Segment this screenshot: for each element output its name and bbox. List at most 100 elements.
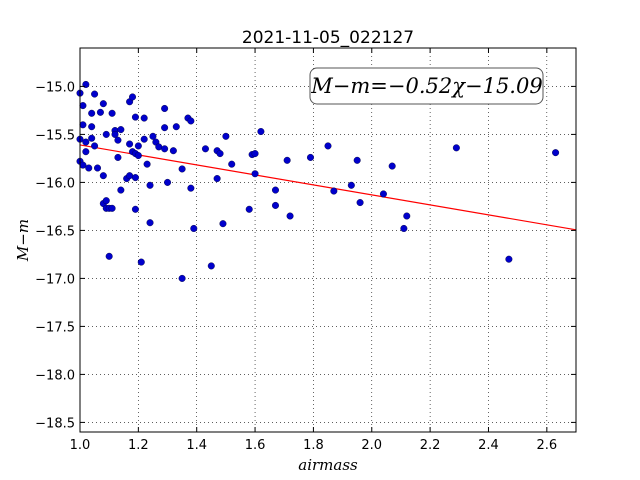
data-point	[99, 100, 107, 108]
x-tick-label: 1.6	[245, 438, 266, 453]
y-tick-label: −17.5	[35, 320, 75, 335]
data-point	[286, 212, 294, 220]
data-point	[126, 140, 134, 148]
data-point	[117, 186, 125, 194]
data-point	[131, 205, 139, 213]
x-tick-label: 2.2	[420, 438, 441, 453]
plot-frame	[79, 47, 577, 433]
data-point	[324, 142, 332, 150]
y-tick-label: −17.0	[35, 272, 75, 287]
data-point	[164, 178, 172, 186]
data-point	[306, 153, 314, 161]
data-point	[347, 181, 355, 189]
data-point	[219, 220, 227, 228]
x-tick-label: 2.4	[478, 438, 499, 453]
data-point	[213, 175, 221, 183]
data-point	[126, 172, 134, 180]
data-point	[505, 255, 513, 263]
data-point	[251, 170, 259, 178]
data-point	[146, 181, 154, 189]
data-point	[283, 156, 291, 164]
data-point	[400, 224, 408, 232]
data-point	[452, 144, 460, 152]
data-point	[155, 143, 163, 151]
data-point	[88, 109, 96, 117]
axis-ticks: 1.0 1.2 1.4 1.6 1.8 2.0 2.2 2.4 2.6 −15.0 −15.5 −16…	[35, 48, 576, 453]
data-point	[271, 201, 279, 209]
data-point	[96, 108, 104, 116]
y-tick-label: −15.0	[35, 80, 75, 95]
data-point	[187, 117, 195, 125]
data-point	[99, 172, 107, 180]
y-tick-label: −16.5	[35, 224, 75, 239]
y-tick-label: −18.5	[35, 416, 75, 431]
data-point	[88, 134, 96, 142]
data-point	[178, 274, 186, 282]
data-point	[94, 164, 102, 172]
data-point	[91, 90, 99, 98]
data-point	[143, 160, 151, 168]
data-point	[131, 174, 139, 182]
fit-line-group	[79, 144, 577, 231]
data-point	[79, 161, 87, 169]
data-point	[330, 187, 338, 195]
x-tick-label: 1.2	[128, 438, 149, 453]
data-point	[403, 212, 411, 220]
data-point	[137, 258, 145, 266]
data-point	[149, 132, 157, 140]
data-point	[222, 132, 230, 140]
y-tick-label: −15.5	[35, 128, 75, 143]
data-point	[201, 145, 209, 153]
data-point	[140, 135, 148, 143]
data-point	[161, 104, 169, 112]
data-point	[79, 102, 87, 110]
data-point	[108, 109, 116, 117]
fit-equation: M−m=−0.52χ−15.09	[310, 74, 542, 98]
data-point	[117, 126, 125, 134]
data-point	[169, 147, 177, 155]
data-point	[356, 199, 364, 207]
data-point	[161, 124, 169, 132]
x-tick-label: 2.6	[536, 438, 557, 453]
data-point	[85, 164, 93, 172]
data-point	[552, 149, 560, 157]
data-point	[178, 165, 186, 173]
x-tick-label: 2.0	[361, 438, 382, 453]
fit-line	[79, 144, 577, 231]
data-point	[216, 150, 224, 158]
x-axis-label: airmass	[298, 456, 358, 474]
data-point	[251, 150, 259, 158]
data-point	[161, 145, 169, 153]
data-point	[102, 130, 110, 138]
data-point	[134, 152, 142, 160]
data-point	[257, 128, 265, 136]
data-point	[114, 136, 122, 144]
x-tick-label: 1.0	[70, 438, 91, 453]
y-tick-label: −16.0	[35, 176, 75, 191]
data-point	[129, 93, 137, 101]
data-point	[353, 156, 361, 164]
x-tick-label: 1.4	[186, 438, 207, 453]
grid-lines	[79, 48, 576, 432]
data-point	[91, 142, 99, 150]
fit-annotation: M−m=−0.52χ−15.09	[309, 67, 544, 105]
data-points	[76, 80, 560, 282]
data-point	[79, 121, 87, 129]
data-point	[271, 186, 279, 194]
data-point	[388, 162, 396, 170]
data-point	[245, 205, 253, 213]
data-point	[88, 123, 96, 131]
data-point	[190, 224, 198, 232]
data-point	[105, 252, 113, 260]
data-point	[114, 153, 122, 161]
data-point	[379, 190, 387, 198]
data-point	[228, 160, 236, 168]
data-point	[131, 113, 139, 121]
data-point	[82, 148, 90, 156]
annotation-box	[309, 67, 544, 105]
data-point	[82, 138, 90, 146]
data-point	[102, 197, 110, 205]
chart-title: 2021-11-05_022127	[242, 28, 414, 48]
data-point	[146, 219, 154, 227]
